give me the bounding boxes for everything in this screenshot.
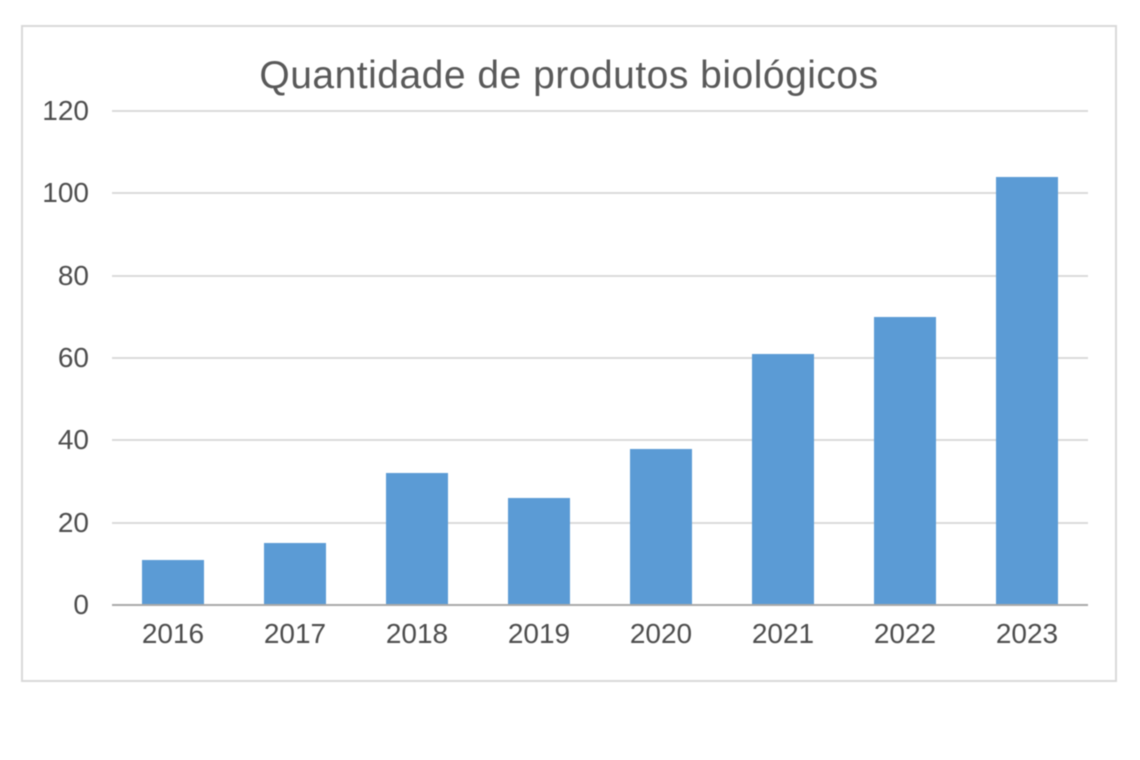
x-tick-label: 2020 bbox=[629, 618, 693, 649]
chart-title: Quantidade de produtos biológicos bbox=[259, 54, 879, 97]
y-tick-label: 100 bbox=[42, 177, 89, 209]
bar-2018 bbox=[386, 473, 448, 605]
chart-frame: Quantidade de produtos biológicos 0 20 40 6… bbox=[21, 25, 1117, 682]
y-tick-label: 60 bbox=[57, 342, 89, 373]
bar-2021 bbox=[752, 354, 814, 605]
y-tick-label: 40 bbox=[57, 424, 89, 456]
gridline bbox=[112, 521, 1088, 524]
bar-2016 bbox=[142, 560, 204, 605]
x-tick-label: 2022 bbox=[873, 618, 937, 649]
x-tick-label: 2017 bbox=[263, 618, 327, 649]
bar-2020 bbox=[630, 449, 692, 605]
x-tick-label: 2019 bbox=[507, 618, 571, 649]
gridline bbox=[112, 110, 1088, 112]
gridline bbox=[112, 439, 1088, 442]
bar-2017 bbox=[264, 543, 326, 605]
y-tick-label: 20 bbox=[57, 506, 89, 538]
bar-2019 bbox=[508, 498, 570, 605]
x-tick-label: 2021 bbox=[751, 618, 815, 649]
plot-area bbox=[112, 110, 1088, 606]
gridline bbox=[112, 192, 1088, 195]
y-tick-label: 120 bbox=[42, 95, 89, 126]
x-tick-label: 2016 bbox=[141, 618, 205, 649]
bar-2023 bbox=[996, 177, 1058, 605]
x-tick-label: 2018 bbox=[385, 618, 449, 649]
bar-2022 bbox=[874, 317, 936, 605]
gridline bbox=[112, 357, 1088, 359]
y-tick-label: 0 bbox=[73, 589, 89, 620]
x-tick-label: 2023 bbox=[995, 618, 1059, 649]
y-tick-label: 80 bbox=[57, 259, 89, 291]
gridline bbox=[112, 274, 1088, 277]
x-axis-line bbox=[112, 604, 1088, 606]
